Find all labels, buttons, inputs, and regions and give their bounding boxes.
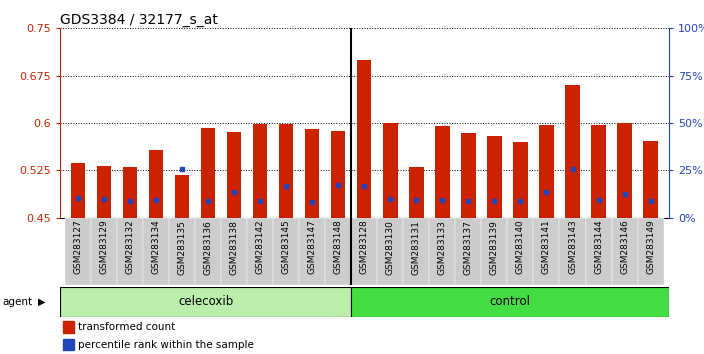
Bar (195, 218, 221, 285)
Bar (612, 218, 638, 285)
Bar (638, 218, 664, 285)
Text: GSM283141: GSM283141 (542, 220, 551, 274)
Bar (482, 218, 508, 285)
Text: GSM283130: GSM283130 (386, 220, 395, 275)
Text: GSM283143: GSM283143 (568, 220, 577, 274)
Bar (351, 287, 669, 317)
Bar (461, 133, 476, 218)
Bar (539, 125, 553, 218)
Text: GSM283148: GSM283148 (334, 220, 343, 274)
Text: agent: agent (2, 297, 32, 307)
Bar (560, 218, 586, 285)
Text: ▶: ▶ (38, 297, 46, 307)
Bar (383, 123, 398, 218)
Bar (487, 136, 501, 218)
Bar (123, 167, 137, 218)
Bar (305, 129, 320, 218)
Text: percentile rank within the sample: percentile rank within the sample (78, 339, 254, 350)
Bar (508, 218, 534, 285)
Text: GSM283138: GSM283138 (230, 220, 239, 275)
Text: GSM283128: GSM283128 (360, 220, 369, 274)
Bar (435, 126, 450, 218)
Bar (513, 142, 527, 218)
Text: control: control (489, 295, 531, 308)
Bar (221, 218, 247, 285)
Bar (299, 218, 325, 285)
Text: GSM283136: GSM283136 (203, 220, 213, 275)
Bar (201, 128, 215, 218)
Text: transformed count: transformed count (78, 322, 175, 332)
Bar (169, 218, 195, 285)
Text: GSM283135: GSM283135 (177, 220, 187, 275)
Text: GSM283142: GSM283142 (256, 220, 265, 274)
Bar (60, 287, 351, 317)
Bar (643, 141, 658, 218)
Bar (273, 218, 299, 285)
Bar (247, 218, 273, 285)
Bar (175, 175, 189, 218)
Text: GSM283144: GSM283144 (594, 220, 603, 274)
Bar (149, 149, 163, 218)
Bar (65, 218, 91, 285)
Bar (534, 218, 560, 285)
Bar (97, 166, 111, 218)
Text: GSM283131: GSM283131 (412, 220, 421, 275)
Bar (429, 218, 455, 285)
Text: GSM283149: GSM283149 (646, 220, 655, 274)
Bar (617, 123, 631, 218)
Text: GDS3384 / 32177_s_at: GDS3384 / 32177_s_at (60, 13, 218, 27)
Text: GSM283132: GSM283132 (125, 220, 134, 274)
Bar (71, 163, 85, 218)
Bar (377, 218, 403, 285)
Text: GSM283139: GSM283139 (490, 220, 499, 275)
Bar (91, 218, 117, 285)
Text: GSM283137: GSM283137 (464, 220, 473, 275)
Bar (253, 124, 268, 218)
Bar (63, 321, 74, 333)
Bar (586, 218, 612, 285)
Bar (409, 167, 424, 218)
Text: celecoxib: celecoxib (178, 295, 233, 308)
Text: GSM283140: GSM283140 (516, 220, 525, 274)
Bar (227, 132, 241, 218)
Text: GSM283133: GSM283133 (438, 220, 447, 275)
Bar (351, 218, 377, 285)
Bar (331, 131, 346, 218)
Bar (279, 124, 294, 218)
Bar (455, 218, 482, 285)
Text: GSM283146: GSM283146 (620, 220, 629, 274)
Text: GSM283129: GSM283129 (99, 220, 108, 274)
Text: GSM283145: GSM283145 (282, 220, 291, 274)
Bar (117, 218, 143, 285)
Bar (591, 125, 605, 218)
Text: GSM283147: GSM283147 (308, 220, 317, 274)
Bar (357, 60, 372, 218)
Text: GSM283127: GSM283127 (73, 220, 82, 274)
Text: GSM283134: GSM283134 (151, 220, 161, 274)
Bar (63, 339, 74, 350)
Bar (565, 85, 579, 218)
Bar (403, 218, 429, 285)
Bar (325, 218, 351, 285)
Bar (143, 218, 169, 285)
